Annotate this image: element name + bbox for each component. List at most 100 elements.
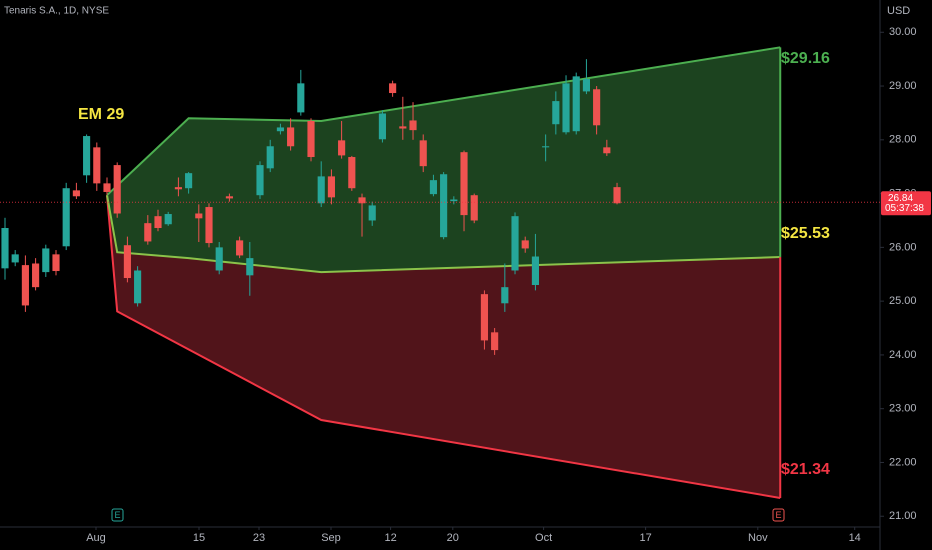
candle-body (1, 228, 9, 269)
upper-band-line (106, 46, 781, 196)
middle-band-line (106, 195, 781, 274)
candle-body (399, 126, 407, 129)
candle-body (225, 196, 233, 199)
candle-body (450, 199, 458, 202)
last-price-tag (881, 191, 931, 216)
y-tick-label: 30.00 (889, 26, 917, 38)
x-tick-label: 17 (639, 532, 651, 544)
earnings-marker-label: E (114, 510, 120, 520)
candles (1, 59, 621, 355)
candle-body (266, 146, 274, 169)
x-tick-label: 20 (447, 532, 459, 544)
currency: USD (887, 5, 910, 17)
candle-body (52, 254, 60, 272)
x-tick-label: Sep (321, 532, 341, 544)
candle-body (501, 287, 509, 304)
candle-body (358, 197, 366, 204)
candle-body (205, 207, 213, 244)
candle-body (297, 83, 305, 113)
annotation: $29.16 (781, 50, 830, 67)
candle-body (429, 180, 437, 195)
candle-body (113, 165, 121, 214)
candle-body (491, 332, 499, 351)
candle-body (93, 147, 101, 184)
earnings-marker[interactable]: E (111, 508, 124, 522)
y-tick-label: 24.00 (889, 349, 917, 361)
candle-body (287, 127, 295, 147)
candle-body (42, 248, 50, 273)
chart-title: Tenaris S.A., 1D, NYSE (4, 6, 109, 17)
candle-body (21, 265, 29, 306)
candle-body (195, 213, 203, 219)
candle-body (531, 256, 539, 286)
candle-body (276, 127, 284, 132)
candle-body (83, 136, 91, 176)
candle-body (246, 258, 254, 276)
candle-body (236, 240, 244, 256)
candle-body (389, 83, 397, 94)
x-tick-label: Nov (748, 532, 768, 544)
annotation: EM 29 (78, 106, 124, 123)
y-tick-label: 21.00 (889, 510, 917, 522)
candle-body (103, 183, 111, 192)
candle-body (215, 247, 223, 271)
candle-body (348, 157, 356, 189)
y-tick-label: 29.00 (889, 80, 917, 92)
earnings-marker[interactable]: E (772, 508, 785, 522)
earnings-marker-label: E (775, 510, 781, 520)
x-tick-label: 23 (253, 532, 265, 544)
candle-body (144, 223, 152, 242)
candle-body (521, 240, 529, 249)
candle-body (134, 270, 142, 304)
candle-body (613, 187, 621, 204)
candle-body (338, 140, 346, 156)
candle-body (460, 152, 468, 216)
candle-body (593, 89, 601, 126)
x-tick-label: 14 (849, 532, 861, 544)
x-tick-label: 12 (384, 532, 396, 544)
x-tick-label: Oct (535, 532, 552, 544)
y-tick-label: 22.00 (889, 456, 917, 468)
candle-body (603, 147, 611, 154)
candle-body (185, 173, 193, 189)
x-tick-label: Aug (86, 532, 106, 544)
candle-body (419, 140, 427, 167)
lower-band-fill (107, 195, 781, 498)
annotation: $25.53 (781, 225, 830, 242)
candle-body (440, 174, 448, 238)
candle-body (378, 113, 386, 140)
candle-body (409, 120, 417, 131)
candle-body (174, 187, 182, 190)
candle-body (256, 165, 264, 196)
bands (106, 46, 782, 499)
countdown-label: 05:37:38 (885, 203, 924, 214)
y-tick-label: 25.00 (889, 295, 917, 307)
candle-body (62, 188, 70, 247)
candle-body (480, 294, 488, 341)
candle-body (552, 101, 560, 125)
candle-body (307, 120, 315, 158)
candle-body (470, 195, 478, 221)
y-tick-label: 26.00 (889, 241, 917, 253)
candle-body (11, 254, 19, 263)
candle-body (582, 79, 590, 92)
candle-body (164, 214, 172, 225)
candle-body (327, 176, 335, 198)
candle-body (154, 216, 162, 229)
earnings-marker-box (111, 508, 124, 522)
lower-band-line (106, 195, 781, 499)
upper-band-fill (107, 47, 781, 273)
y-tick-label: 28.00 (889, 134, 917, 146)
earnings-marker-box (772, 508, 785, 522)
y-tick-label: 23.00 (889, 403, 917, 415)
annotation: $21.34 (781, 461, 830, 478)
candle-body (123, 245, 131, 279)
candle-body (511, 216, 519, 271)
candle-body (317, 176, 325, 204)
candle-body (542, 146, 550, 148)
last-price-label: 26.84 (888, 193, 913, 204)
candle-body (368, 205, 376, 221)
candle-body (562, 83, 570, 133)
